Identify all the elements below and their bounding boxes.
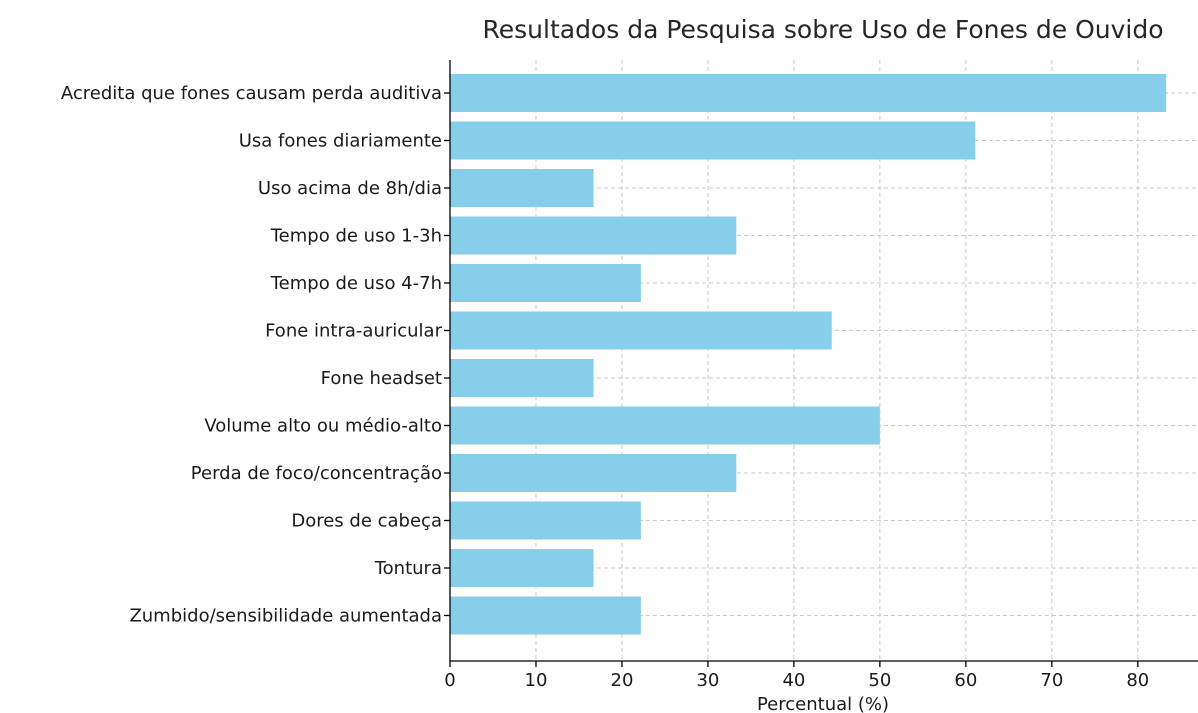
bar	[450, 596, 641, 635]
bar	[450, 549, 594, 587]
bar	[450, 406, 880, 445]
bar	[450, 359, 594, 397]
x-tick-label: 60	[954, 670, 977, 691]
bar	[450, 264, 641, 302]
x-tick-label: 30	[696, 670, 719, 691]
bar	[450, 121, 976, 160]
x-tick-label: 0	[444, 670, 455, 691]
category-label: Tontura	[374, 558, 442, 579]
x-tick-label: 50	[868, 670, 891, 691]
bar	[450, 169, 594, 207]
x-tick-label: 10	[525, 670, 548, 691]
bar	[450, 74, 1167, 112]
bar	[450, 216, 737, 255]
x-axis-label: Percentual (%)	[757, 694, 889, 713]
grid-lines	[449, 60, 1198, 661]
category-label: Volume alto ou médio-alto	[204, 416, 442, 437]
category-label: Uso acima de 8h/dia	[258, 178, 442, 199]
x-tick-label: 70	[1040, 670, 1063, 691]
category-label: Tempo de uso 1-3h	[270, 226, 442, 247]
chart-title: Resultados da Pesquisa sobre Uso de Fone…	[483, 15, 1164, 44]
x-tick-labels: 0 10 20 30 40 50 60 70 80	[444, 670, 1149, 691]
category-label: Usa fones diariamente	[239, 131, 442, 152]
category-labels: Acredita que fones causam perda auditiva…	[61, 83, 443, 627]
bar	[450, 311, 832, 350]
category-label: Perda de foco/concentração	[191, 463, 442, 484]
x-tick-label: 20	[611, 670, 634, 691]
category-label: Fone headset	[321, 368, 442, 389]
axes	[444, 60, 1198, 667]
bar	[450, 501, 641, 540]
category-label: Tempo de uso 4-7h	[270, 273, 442, 294]
bars	[450, 74, 1167, 635]
category-label: Zumbido/sensibilidade aumentada	[129, 606, 442, 627]
category-label: Dores de cabeça	[291, 511, 442, 532]
category-label: Fone intra-auricular	[265, 321, 442, 342]
bar	[450, 454, 737, 492]
x-tick-label: 40	[782, 670, 805, 691]
x-tick-label: 80	[1126, 670, 1149, 691]
category-label: Acredita que fones causam perda auditiva	[61, 83, 442, 104]
